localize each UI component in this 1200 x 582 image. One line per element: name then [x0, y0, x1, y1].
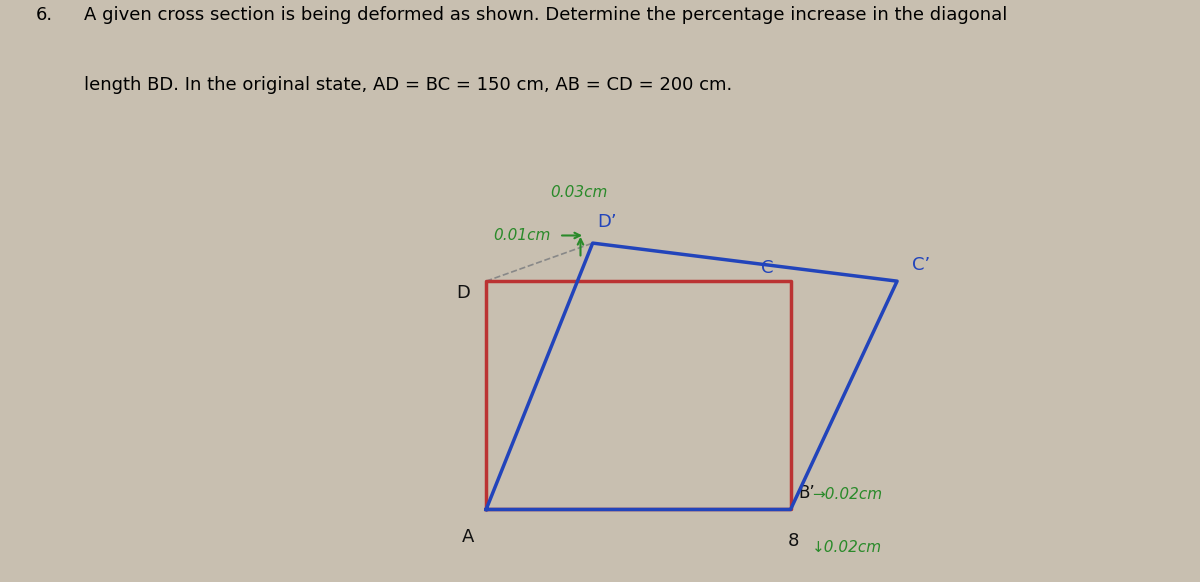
Text: ↓0.02cm: ↓0.02cm — [812, 540, 882, 555]
Text: 0.01cm: 0.01cm — [493, 228, 551, 243]
Text: A: A — [462, 528, 474, 546]
Text: length BD. In the original state, AD = BC = 150 cm, AB = CD = 200 cm.: length BD. In the original state, AD = B… — [84, 76, 732, 94]
Text: A given cross section is being deformed as shown. Determine the percentage incre: A given cross section is being deformed … — [84, 6, 1007, 24]
Text: 0.03cm: 0.03cm — [550, 186, 607, 200]
Text: 8: 8 — [788, 533, 799, 551]
Text: B’: B’ — [798, 484, 815, 502]
Text: →0.02cm: →0.02cm — [812, 487, 882, 502]
Text: C: C — [762, 258, 774, 276]
Text: D: D — [456, 285, 470, 302]
Text: D’: D’ — [598, 213, 617, 231]
Text: C’: C’ — [912, 255, 930, 274]
Text: 6.: 6. — [36, 6, 53, 24]
